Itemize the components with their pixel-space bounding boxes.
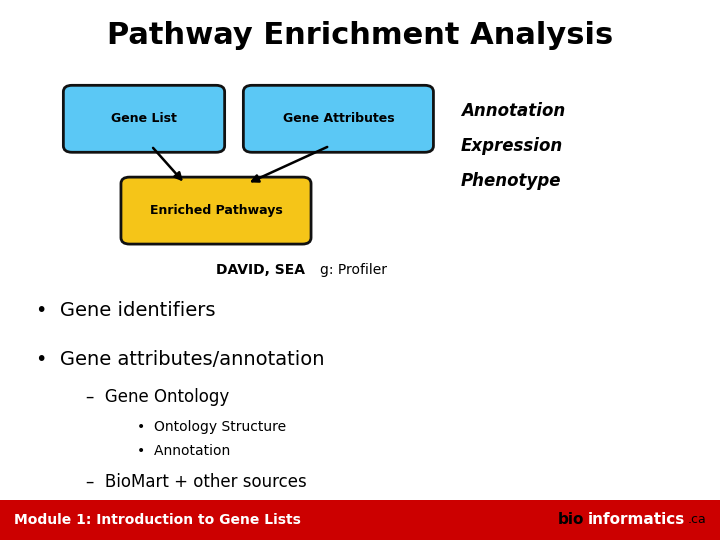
- Text: .ca: .ca: [688, 513, 706, 526]
- Text: •  Ontology Structure: • Ontology Structure: [137, 420, 286, 434]
- Text: Expression: Expression: [461, 137, 563, 155]
- Bar: [0, 500, 720, 540]
- Text: Pathway Enrichment Analysis: Pathway Enrichment Analysis: [107, 21, 613, 50]
- Text: informatics: informatics: [588, 512, 685, 527]
- Text: •  Annotation: • Annotation: [137, 444, 230, 458]
- Text: DAVID, SEA: DAVID, SEA: [216, 263, 305, 277]
- Text: bio: bio: [558, 512, 585, 527]
- Text: Enriched Pathways: Enriched Pathways: [150, 204, 282, 217]
- Text: •  Gene identifiers: • Gene identifiers: [36, 301, 215, 320]
- Text: Gene Attributes: Gene Attributes: [282, 112, 395, 125]
- Text: g: Profiler: g: Profiler: [320, 263, 387, 277]
- Text: –  BioMart + other sources: – BioMart + other sources: [86, 472, 307, 491]
- Text: Annotation: Annotation: [461, 102, 565, 120]
- FancyBboxPatch shape: [243, 85, 433, 152]
- Text: Phenotype: Phenotype: [461, 172, 562, 190]
- FancyBboxPatch shape: [63, 85, 225, 152]
- Text: Gene List: Gene List: [111, 112, 177, 125]
- Text: •  Gene attributes/annotation: • Gene attributes/annotation: [36, 349, 325, 369]
- Text: Module 1: Introduction to Gene Lists: Module 1: Introduction to Gene Lists: [14, 513, 301, 526]
- FancyBboxPatch shape: [121, 177, 311, 244]
- Text: –  Gene Ontology: – Gene Ontology: [86, 388, 230, 406]
